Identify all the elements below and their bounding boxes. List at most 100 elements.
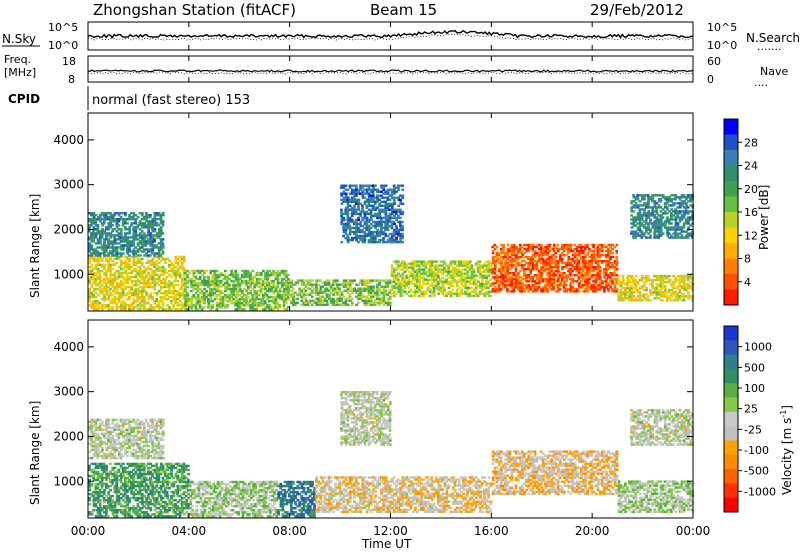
power-cell-2 xyxy=(279,282,282,284)
power-cell-7 xyxy=(681,277,684,279)
power-cell-1 xyxy=(162,242,165,244)
power-cell-5 xyxy=(470,283,473,285)
power-cell-8 xyxy=(655,194,658,196)
power-cell-7 xyxy=(632,291,635,293)
power-cell-2 xyxy=(272,270,275,272)
power-cell-3 xyxy=(290,284,293,286)
power-cell-3 xyxy=(378,294,381,296)
power-cell-6 xyxy=(517,264,520,266)
power-cell-6 xyxy=(548,250,551,252)
power-cell-2 xyxy=(247,292,250,294)
power-cell-2 xyxy=(249,304,252,306)
power-cell-6 xyxy=(552,286,555,288)
power-cell-0 xyxy=(109,264,112,266)
power-cell-1 xyxy=(139,212,142,214)
power-cell-4 xyxy=(340,241,343,243)
power-cell-5 xyxy=(395,287,398,289)
power-cell-3 xyxy=(311,304,314,306)
power-cell-4 xyxy=(340,193,343,195)
power-cell-6 xyxy=(540,276,543,278)
power-cell-5 xyxy=(408,283,411,285)
power-cell-5 xyxy=(403,283,406,285)
power-cell-5 xyxy=(483,268,486,270)
power-cell-0 xyxy=(172,284,175,286)
beam-label: Beam 15 xyxy=(370,1,437,19)
power-cell-5 xyxy=(475,275,478,277)
power-cell-5 xyxy=(420,268,423,270)
power-cell-3 xyxy=(349,284,352,286)
power-cell-2 xyxy=(191,278,194,280)
power-cell-4 xyxy=(401,241,404,243)
power-cell-5 xyxy=(489,279,492,281)
power-cell-7 xyxy=(635,275,638,277)
power-cell-4 xyxy=(355,223,358,225)
power-cell-7 xyxy=(622,287,625,289)
power-cell-4 xyxy=(401,225,404,227)
power-cell-5 xyxy=(437,283,440,285)
power-cell-3 xyxy=(351,279,354,281)
power-cell-7 xyxy=(664,281,667,283)
power-cell-6 xyxy=(590,270,593,272)
power-cell-2 xyxy=(205,270,208,272)
power-cell-4 xyxy=(346,211,349,213)
power-cell-6 xyxy=(496,246,499,248)
power-cell-0 xyxy=(88,292,91,294)
power-cell-1 xyxy=(113,220,116,222)
power-cell-5 xyxy=(452,289,455,291)
power-cell-2 xyxy=(207,276,210,278)
power-cell-0 xyxy=(124,286,127,288)
nave-legend-dots: .... xyxy=(754,76,768,89)
power-cell-3 xyxy=(298,279,301,281)
power-cell-3 xyxy=(338,294,341,296)
power-cell-6 xyxy=(580,280,583,282)
power-cell-6 xyxy=(572,250,575,252)
power-cell-7 xyxy=(628,291,631,293)
power-cell-8 xyxy=(632,230,635,232)
power-cell-6 xyxy=(536,264,539,266)
power-cell-4 xyxy=(372,225,375,227)
power-cell-0 xyxy=(147,260,150,262)
power-cell-6 xyxy=(557,248,560,250)
power-cell-8 xyxy=(651,194,654,196)
power-cell-7 xyxy=(636,291,639,293)
power-cell-6 xyxy=(563,250,566,252)
power-cell-3 xyxy=(317,284,320,286)
power-cell-1 xyxy=(128,236,131,238)
power-cell-2 xyxy=(241,304,244,306)
power-cell-0 xyxy=(134,288,137,290)
power-cell-1 xyxy=(120,232,123,234)
power-cell-3 xyxy=(290,279,293,281)
nsky-tick-top-left: 10^5 xyxy=(48,21,78,34)
power-cell-7 xyxy=(655,283,658,285)
power-cell-6 xyxy=(582,250,585,252)
power-cell-0 xyxy=(162,308,165,310)
power-cell-0 xyxy=(136,284,139,286)
power-cell-5 xyxy=(426,279,429,281)
power-cell-1 xyxy=(143,232,146,234)
power-cell-4 xyxy=(399,209,402,211)
power-cell-2 xyxy=(226,278,229,280)
power-cell-2 xyxy=(195,276,198,278)
power-cell-4 xyxy=(365,211,368,213)
power-cell-6 xyxy=(578,290,581,292)
power-cell-0 xyxy=(95,296,98,298)
power-cell-4 xyxy=(363,189,366,191)
power-cell-7 xyxy=(622,277,625,279)
power-cell-6 xyxy=(542,250,545,252)
power-cell-7 xyxy=(620,281,623,283)
power-cell-3 xyxy=(389,296,392,298)
power-cell-6 xyxy=(588,286,591,288)
power-cell-6 xyxy=(593,244,596,246)
power-cell-0 xyxy=(164,268,167,270)
power-cell-0 xyxy=(141,258,144,260)
power-cell-1 xyxy=(141,212,144,214)
power-cell-4 xyxy=(378,209,381,211)
power-cell-1 xyxy=(128,232,131,234)
freq-label: Freq. xyxy=(4,53,31,66)
power-cell-7 xyxy=(641,277,644,279)
power-cell-7 xyxy=(683,275,686,277)
power-cell-6 xyxy=(527,264,530,266)
power-cell-6 xyxy=(612,256,615,258)
power-cell-3 xyxy=(311,300,314,302)
power-cell-8 xyxy=(666,226,669,228)
